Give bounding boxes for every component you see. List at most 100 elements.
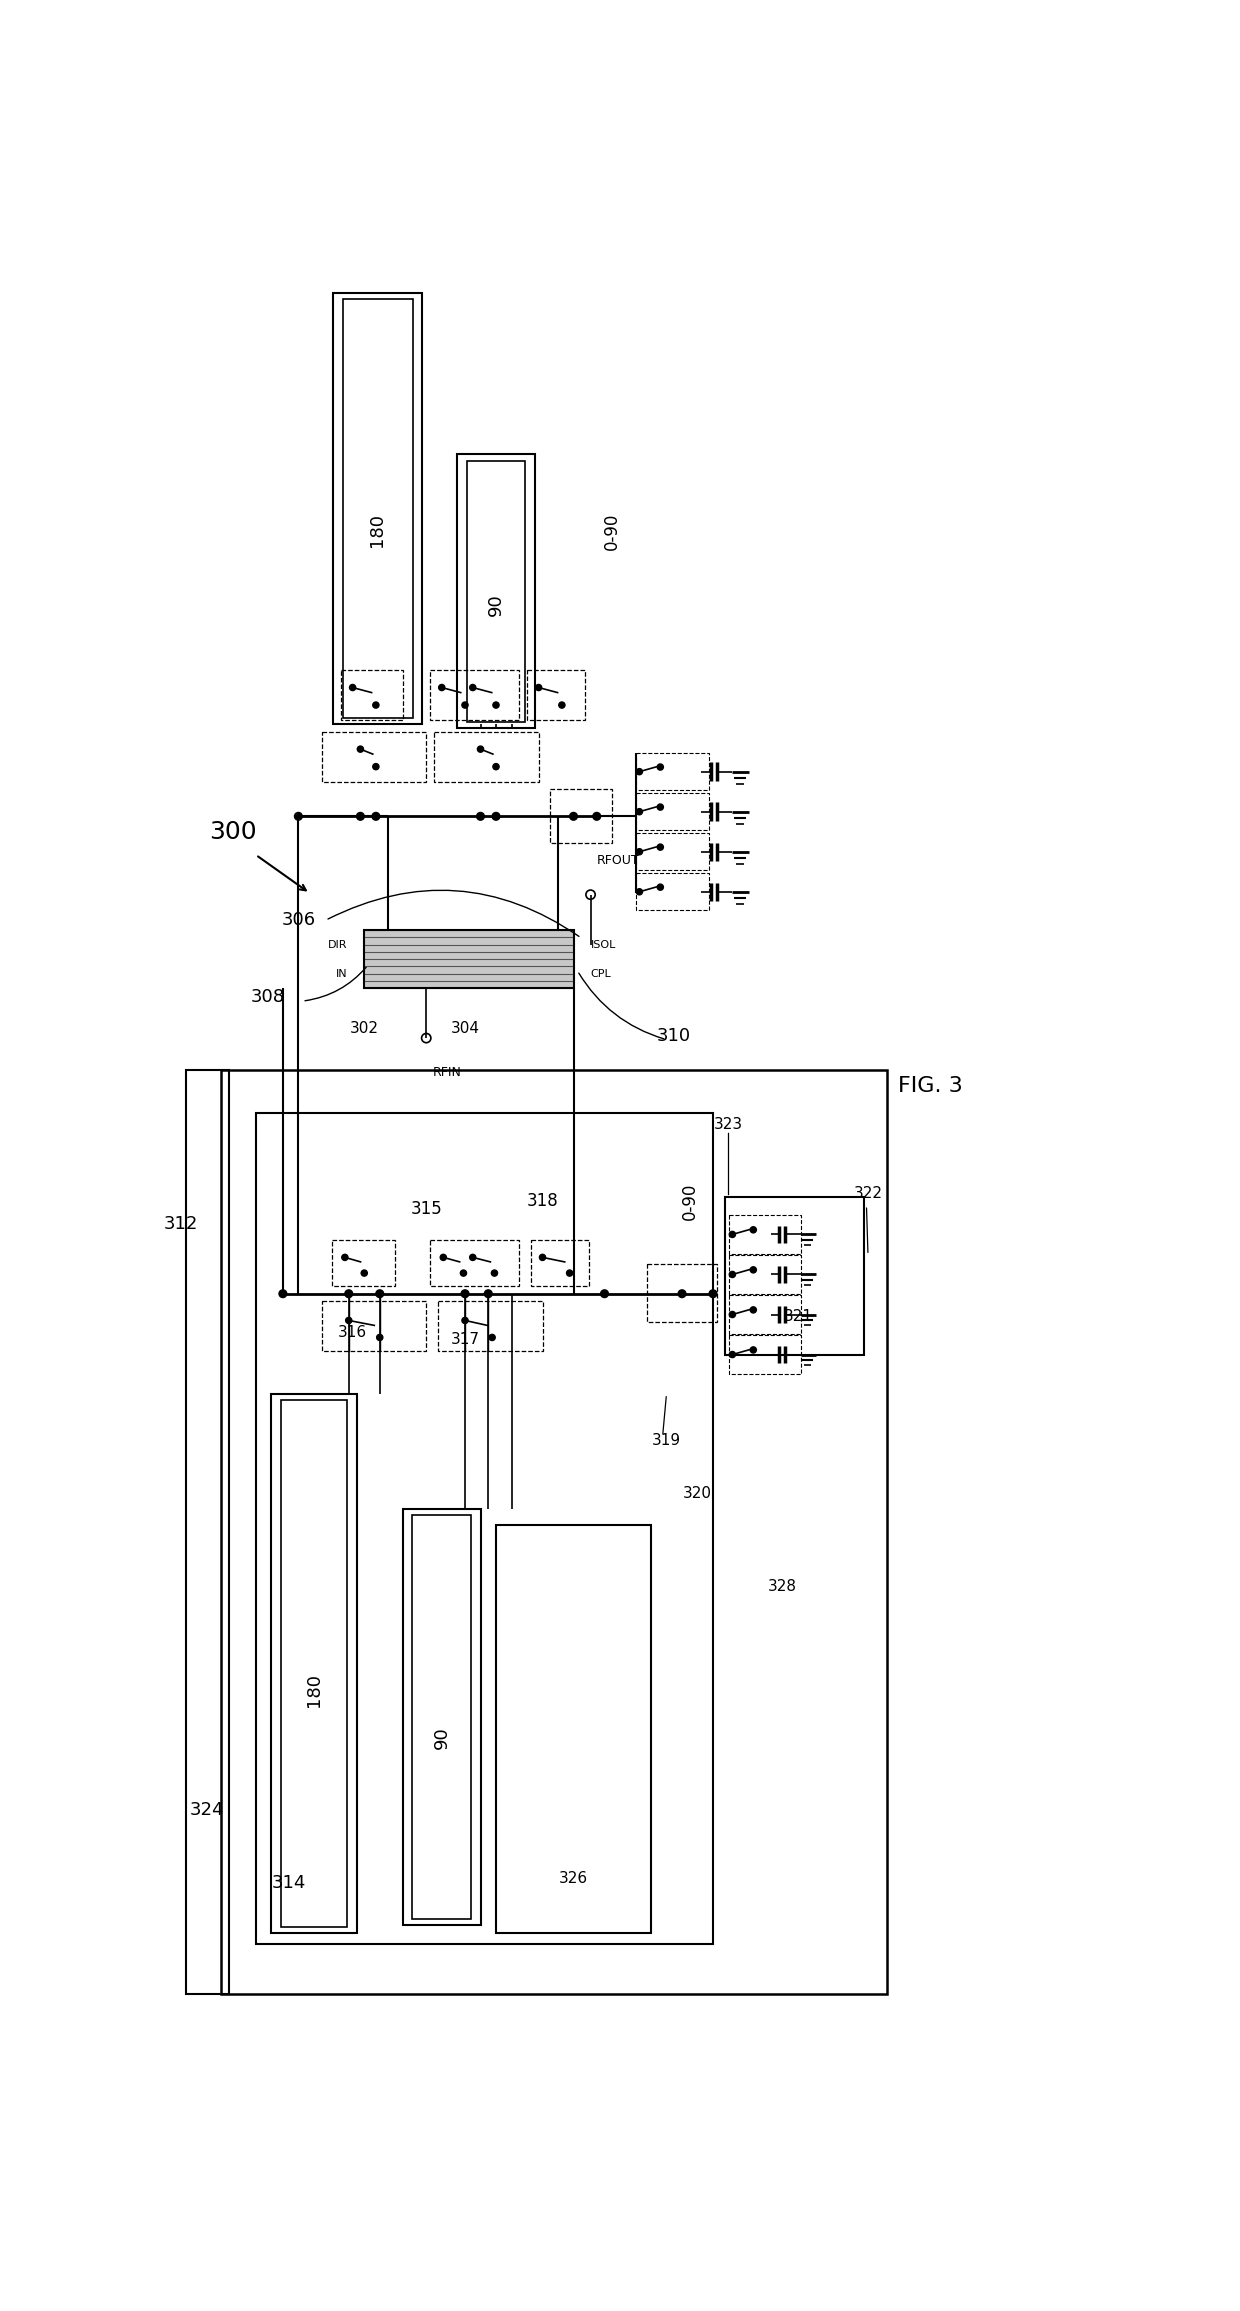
Circle shape: [461, 703, 469, 707]
Bar: [635, 753, 709, 790]
Circle shape: [709, 1290, 717, 1296]
Text: IN: IN: [336, 968, 347, 978]
Text: RFOUT: RFOUT: [596, 853, 640, 867]
Text: 0-90: 0-90: [603, 513, 621, 550]
Text: 0-90: 0-90: [681, 1183, 699, 1220]
Bar: [341, 670, 403, 721]
Text: FIG. 3: FIG. 3: [898, 1077, 962, 1095]
Circle shape: [750, 1306, 756, 1313]
Text: 314: 314: [272, 1874, 305, 1893]
Text: 315: 315: [410, 1199, 443, 1218]
Text: 304: 304: [450, 1021, 480, 1035]
Text: 302: 302: [350, 1021, 378, 1035]
Bar: [365, 931, 573, 989]
Text: 180: 180: [368, 513, 387, 548]
Circle shape: [567, 1271, 573, 1276]
Bar: [321, 733, 427, 781]
Bar: [434, 733, 538, 781]
Bar: [321, 1301, 427, 1352]
Text: 312: 312: [164, 1216, 197, 1234]
Circle shape: [729, 1310, 735, 1317]
Bar: [496, 1525, 651, 1932]
Circle shape: [657, 804, 663, 811]
Circle shape: [373, 703, 379, 707]
Circle shape: [536, 684, 542, 691]
Text: 323: 323: [714, 1116, 743, 1132]
Bar: [635, 874, 709, 911]
Text: 322: 322: [853, 1186, 883, 1202]
Circle shape: [361, 1271, 367, 1276]
Circle shape: [460, 1271, 466, 1276]
Circle shape: [476, 813, 485, 820]
Text: 308: 308: [250, 989, 284, 1005]
Text: 300: 300: [208, 820, 257, 844]
Circle shape: [377, 1333, 383, 1340]
Circle shape: [357, 746, 363, 751]
Text: 90: 90: [433, 1726, 451, 1749]
Text: 328: 328: [769, 1578, 797, 1595]
Bar: [280, 1400, 347, 1927]
Bar: [342, 298, 413, 719]
Circle shape: [372, 813, 379, 820]
Text: 306: 306: [281, 911, 315, 929]
Circle shape: [492, 813, 500, 820]
Circle shape: [489, 1333, 495, 1340]
Circle shape: [593, 813, 600, 820]
Circle shape: [295, 813, 303, 820]
Circle shape: [636, 809, 642, 816]
Circle shape: [750, 1347, 756, 1352]
Circle shape: [470, 1255, 476, 1259]
Text: CPL: CPL: [590, 968, 611, 978]
Circle shape: [485, 1290, 492, 1296]
Circle shape: [440, 1255, 446, 1259]
Bar: [403, 1509, 481, 1925]
Bar: [430, 1239, 520, 1285]
Circle shape: [657, 844, 663, 850]
Circle shape: [636, 890, 642, 894]
Circle shape: [492, 763, 498, 770]
Bar: [430, 670, 520, 721]
Bar: [365, 931, 573, 989]
Circle shape: [559, 703, 565, 707]
Bar: [334, 293, 423, 723]
Bar: [635, 834, 709, 871]
Bar: [466, 460, 526, 721]
Circle shape: [346, 1317, 352, 1324]
Text: 326: 326: [559, 1872, 588, 1886]
Bar: [255, 1114, 713, 1944]
Circle shape: [729, 1352, 735, 1357]
Bar: [458, 455, 534, 728]
Text: 321: 321: [784, 1310, 812, 1324]
Text: DIR: DIR: [327, 941, 347, 950]
Bar: [635, 793, 709, 830]
Circle shape: [657, 885, 663, 890]
Circle shape: [636, 848, 642, 855]
Bar: [729, 1216, 801, 1253]
Circle shape: [491, 1271, 497, 1276]
Circle shape: [439, 684, 445, 691]
Circle shape: [357, 813, 365, 820]
Text: 320: 320: [683, 1486, 712, 1502]
Circle shape: [636, 770, 642, 774]
Text: RFIN: RFIN: [433, 1065, 461, 1079]
Text: ISOL: ISOL: [590, 941, 616, 950]
Text: 317: 317: [450, 1333, 480, 1347]
Circle shape: [376, 1290, 383, 1296]
Circle shape: [569, 813, 578, 820]
Bar: [531, 1239, 589, 1285]
Circle shape: [539, 1255, 546, 1259]
Circle shape: [350, 684, 356, 691]
Bar: [729, 1336, 801, 1373]
Circle shape: [729, 1232, 735, 1236]
Bar: [729, 1255, 801, 1294]
Text: 310: 310: [657, 1026, 692, 1045]
Bar: [647, 1264, 717, 1322]
Circle shape: [678, 1290, 686, 1296]
Text: 316: 316: [339, 1324, 367, 1340]
Bar: [527, 670, 585, 721]
Text: 319: 319: [652, 1433, 681, 1447]
Circle shape: [750, 1266, 756, 1273]
Text: 90: 90: [487, 594, 505, 617]
Circle shape: [477, 746, 484, 751]
Circle shape: [657, 765, 663, 770]
